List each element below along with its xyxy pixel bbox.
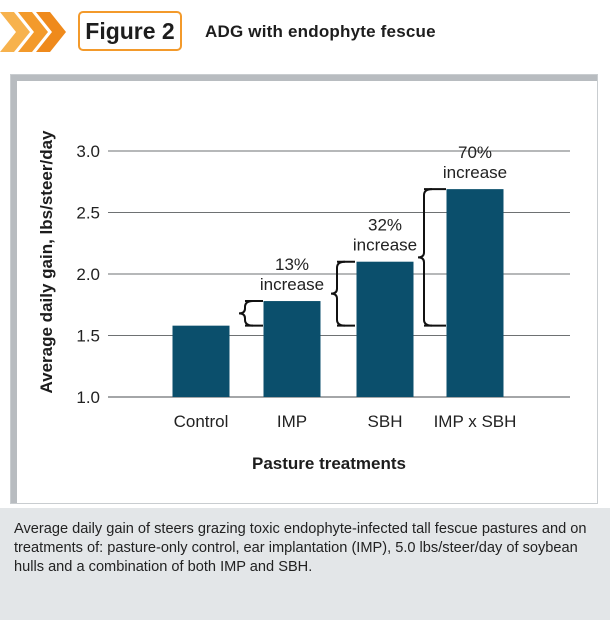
chevron-right-icon: [0, 12, 66, 52]
y-tick-label: 3.0: [76, 142, 100, 161]
x-tick-label: SBH: [368, 412, 403, 431]
bar-control: [172, 325, 230, 397]
caption-box: Average daily gain of steers grazing tox…: [0, 508, 610, 620]
x-axis-label: Pasture treatments: [252, 454, 406, 473]
annotation-percent: 32%: [368, 216, 402, 235]
bar-sbh: [356, 261, 414, 397]
annotation-label: increase: [353, 236, 417, 255]
figure-badge: Figure 2: [78, 11, 182, 51]
x-tick-label: IMP x SBH: [434, 412, 517, 431]
bar-imp-x-sbh: [446, 189, 504, 397]
bar-imp: [263, 301, 321, 397]
bar-chart: 1.0 1.5 2.0 2.5 3.0 Control IMP SBH IMP x SBH Pas…: [37, 130, 570, 473]
y-tick-label: 1.0: [76, 388, 100, 407]
y-tick-label: 2.0: [76, 265, 100, 284]
annotation-label: increase: [260, 275, 324, 294]
annotation-brace: [330, 260, 346, 327]
y-axis-label: Average daily gain, lbs/steer/day: [37, 130, 56, 394]
figure-caption: Average daily gain of steers grazing tox…: [14, 521, 587, 575]
y-tick-label: 2.5: [76, 204, 100, 223]
annotation-brace: [417, 188, 433, 327]
y-tick-label: 1.5: [76, 327, 100, 346]
figure-title: ADG with endophyte fescue: [205, 22, 436, 41]
x-tick-label: Control: [174, 412, 229, 431]
annotation-brace: [238, 300, 254, 327]
figure-header: Figure 2 ADG with endophyte fescue: [0, 0, 610, 64]
x-tick-label: IMP: [277, 412, 307, 431]
annotation-percent: 13%: [275, 255, 309, 274]
annotation-label: increase: [443, 163, 507, 182]
annotation-percent: 70%: [458, 143, 492, 162]
